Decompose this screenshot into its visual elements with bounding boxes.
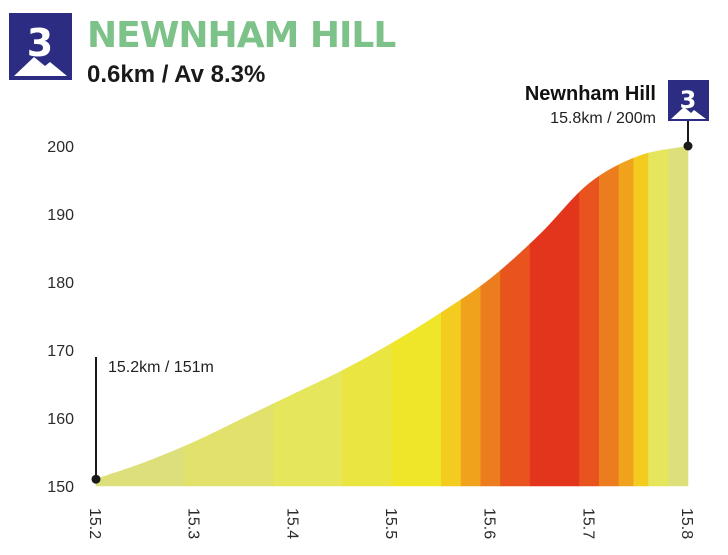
- x-tick-label: 15.5: [382, 508, 399, 539]
- x-tick-label: 15.4: [283, 508, 300, 539]
- climb-title: NEWNHAM HILL: [87, 15, 395, 56]
- summit-mountain-icon: [671, 107, 706, 119]
- gradient-segment-12: [618, 157, 635, 487]
- y-tick-label: 180: [47, 275, 74, 292]
- x-tick-label: 15.6: [481, 508, 498, 539]
- category-badge: 3: [9, 13, 72, 80]
- y-tick-label: 200: [47, 139, 74, 156]
- gradient-segment-1: [184, 403, 274, 487]
- badge-category-number: 3: [27, 21, 53, 65]
- gradient-segment-8: [500, 243, 531, 487]
- x-tick-label: 15.3: [185, 508, 202, 539]
- y-axis-ticks: 150 160 170 180 190 200: [47, 139, 74, 496]
- climb-subtitle: 0.6km / Av 8.3%: [87, 61, 265, 88]
- x-axis-ticks: 15.2 15.3 15.4 15.5 15.6 15.7 15.8: [86, 508, 695, 539]
- gradient-segment-2: [273, 369, 343, 487]
- gradient-segment-3: [342, 342, 393, 487]
- summit-annotation: Newnham Hill 15.8km / 200m 3: [525, 80, 709, 151]
- summit-marker-dot: [683, 141, 693, 151]
- gradient-segment-15: [667, 145, 689, 487]
- gradient-segment-6: [460, 285, 482, 487]
- x-tick-label: 15.2: [86, 508, 103, 539]
- start-marker-dot: [91, 474, 101, 484]
- gradient-segment-0: [95, 445, 186, 487]
- summit-badge-number: 3: [680, 86, 697, 114]
- y-tick-label: 150: [47, 479, 74, 496]
- gradient-segment-7: [480, 269, 501, 487]
- start-label: 15.2km / 151m: [108, 359, 214, 376]
- start-annotation: 15.2km / 151m: [91, 357, 214, 484]
- gradient-segment-14: [648, 148, 669, 487]
- gradient-segment-5: [441, 299, 462, 487]
- x-tick-label: 15.7: [579, 508, 596, 539]
- y-tick-label: 170: [47, 343, 74, 360]
- gradient-segments: [95, 145, 689, 487]
- gradient-segment-9: [529, 191, 580, 487]
- y-tick-label: 160: [47, 411, 74, 428]
- gradient-segment-4: [391, 312, 442, 487]
- y-tick-label: 190: [47, 207, 74, 224]
- gradient-segment-11: [598, 164, 620, 487]
- x-tick-label: 15.8: [678, 508, 695, 539]
- mountain-icon: [14, 57, 67, 76]
- summit-label: 15.8km / 200m: [550, 110, 656, 127]
- gradient-segment-10: [579, 175, 600, 487]
- summit-name: Newnham Hill: [525, 83, 656, 105]
- gradient-segment-13: [633, 152, 649, 487]
